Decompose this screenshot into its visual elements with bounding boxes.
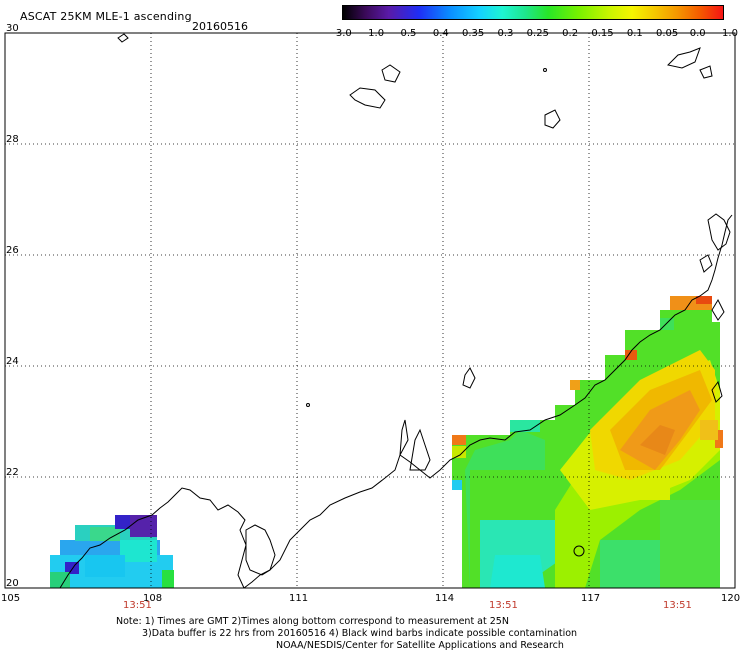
east-swath [452, 296, 723, 588]
lon-label: 114 [435, 593, 454, 604]
pass-time-label: 13:51 [663, 600, 692, 611]
lat-label: 26 [6, 245, 19, 256]
graticule [5, 33, 735, 588]
lat-label: 24 [6, 356, 19, 367]
lon-label: 111 [289, 593, 308, 604]
lat-label: 20 [6, 578, 19, 589]
map-frame [4, 32, 736, 589]
pass-time-labels: 13:51 13:51 13:51 [123, 600, 692, 611]
note-line-2: 3)Data buffer is 22 hrs from 20160516 4)… [142, 628, 578, 639]
lon-label: 108 [143, 593, 162, 604]
lon-label: 105 [1, 593, 20, 604]
west-swath [50, 515, 174, 588]
lat-label: 28 [6, 134, 19, 145]
note-line-1: Note: 1) Times are GMT 2)Times along bot… [116, 616, 509, 627]
product-title: ASCAT 25KM MLE-1 ascending [20, 10, 192, 23]
note-line-3: NOAA/NESDIS/Center for Satellite Applica… [276, 640, 564, 651]
lat-label: 30 [6, 23, 19, 34]
pass-time-label: 13:51 [489, 600, 518, 611]
latitude-labels: 30 28 26 24 22 20 [6, 23, 19, 589]
colorbar [342, 5, 724, 20]
lon-label: 117 [581, 593, 600, 604]
coastlines [59, 33, 733, 589]
pass-time-label: 13:51 [123, 600, 152, 611]
longitude-labels: 105 108 111 114 117 120 [1, 593, 740, 604]
product-date: 20160516 [192, 20, 248, 33]
lat-label: 22 [6, 467, 19, 478]
lon-label: 120 [721, 593, 740, 604]
